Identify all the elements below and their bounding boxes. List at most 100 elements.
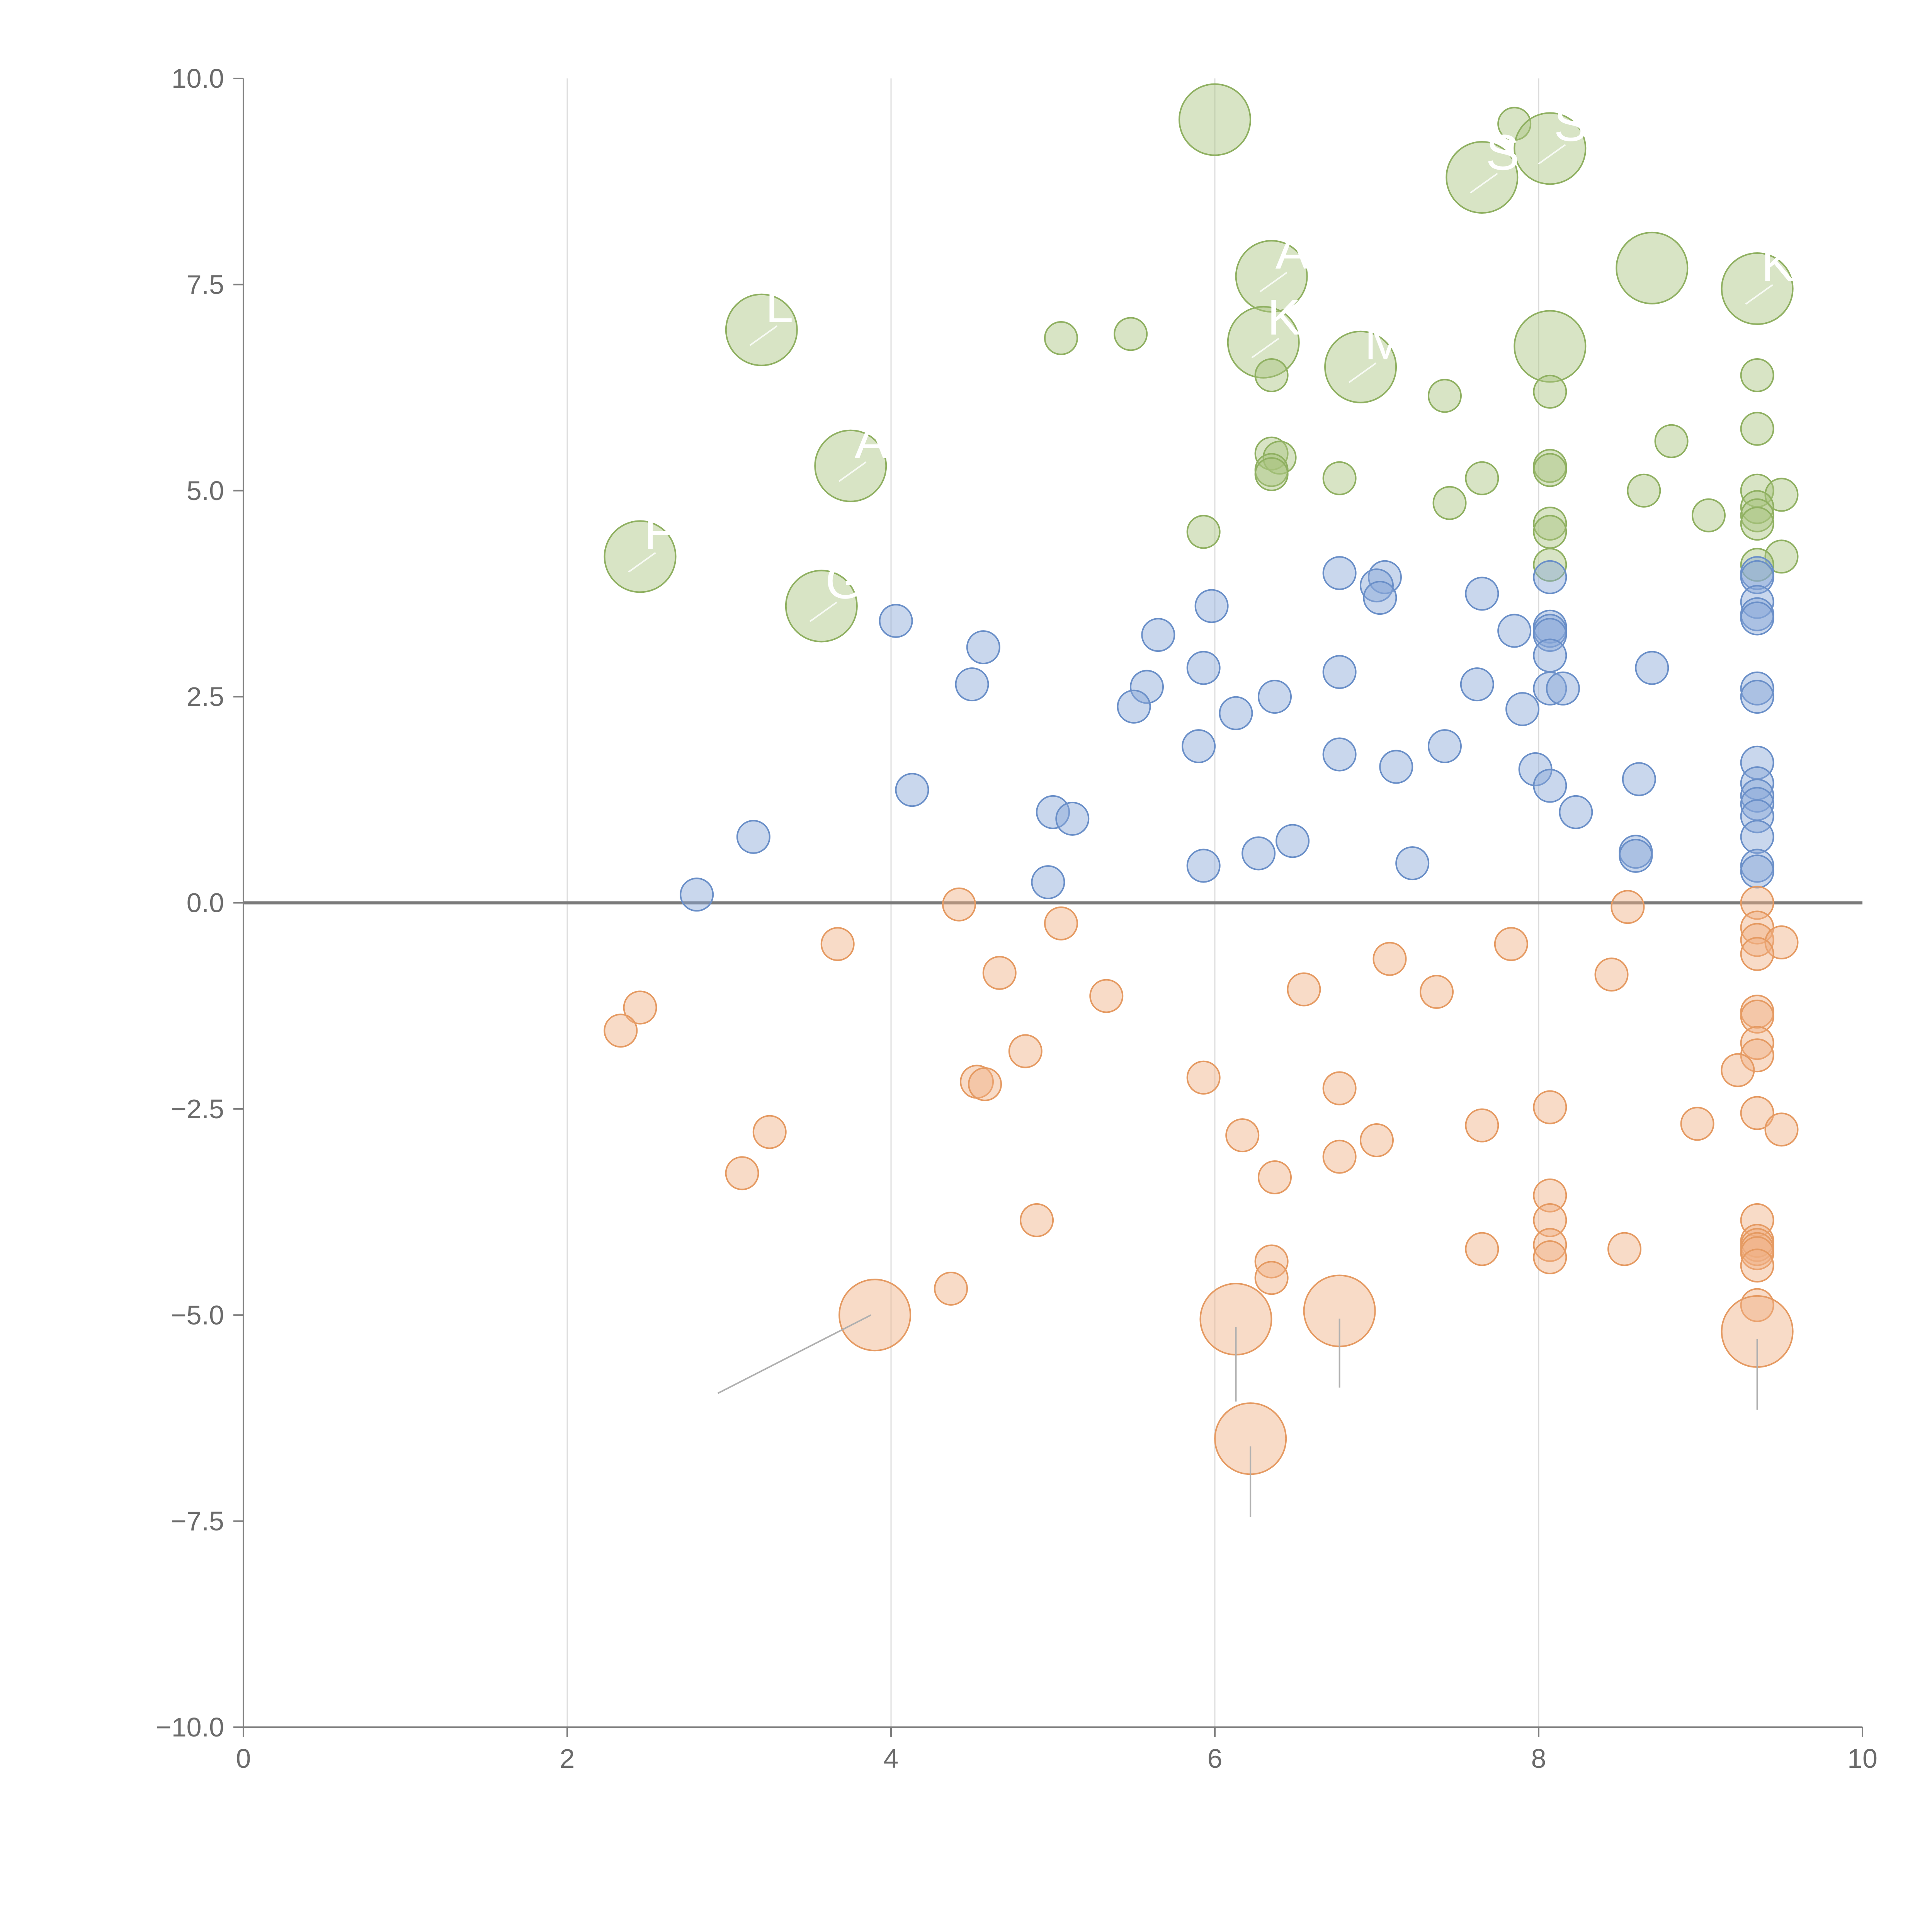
x-tick-label: 10 — [1847, 1743, 1878, 1774]
data-point — [1225, 1118, 1260, 1153]
data-point — [966, 630, 1000, 665]
data-point — [1287, 972, 1321, 1007]
data-point — [814, 429, 887, 502]
data-point — [1235, 240, 1308, 313]
data-point — [1322, 655, 1357, 689]
data-point — [1740, 412, 1774, 446]
y-tick-label: −10.0 — [156, 1712, 224, 1742]
data-point — [1740, 358, 1774, 393]
data-point — [604, 1014, 638, 1048]
data-point — [1036, 795, 1070, 829]
data-point — [838, 1279, 912, 1352]
data-point — [1322, 461, 1357, 495]
y-tick-label: −2.5 — [171, 1094, 224, 1124]
data-point — [1533, 1178, 1567, 1213]
data-point — [1740, 507, 1774, 541]
data-point — [1089, 979, 1124, 1013]
data-point — [1044, 321, 1078, 355]
label-leader-line — [809, 601, 837, 622]
data-points — [604, 83, 1799, 1475]
data-point — [968, 1067, 1002, 1101]
data-point — [1427, 379, 1462, 413]
data-point — [1740, 548, 1774, 582]
data-point — [725, 293, 798, 366]
x-tick-label: 6 — [1208, 1743, 1223, 1774]
data-point — [1691, 498, 1726, 532]
label-leader-line — [628, 552, 656, 573]
data-point — [1559, 795, 1593, 829]
data-point — [1465, 577, 1499, 611]
data-point — [1635, 651, 1669, 685]
data-point — [1740, 498, 1774, 532]
data-point — [1242, 836, 1276, 871]
data-point — [1465, 1232, 1499, 1266]
y-tick-label: 10.0 — [172, 63, 224, 94]
leader-line — [717, 1314, 872, 1394]
data-point — [820, 927, 855, 961]
data-point — [1194, 589, 1229, 623]
data-point — [1616, 231, 1689, 304]
data-point — [680, 878, 714, 912]
data-point — [1533, 671, 1567, 706]
data-point — [1740, 779, 1774, 813]
data-point — [1186, 515, 1221, 549]
data-point — [1258, 1160, 1292, 1194]
point-label: A — [854, 413, 888, 469]
data-point — [942, 887, 976, 922]
y-tick-label: 2.5 — [187, 682, 224, 712]
data-point — [1227, 306, 1300, 379]
data-point — [1432, 486, 1467, 520]
point-label: K — [1761, 235, 1795, 292]
data-point — [1514, 310, 1587, 383]
x-tick-label: 8 — [1531, 1743, 1546, 1774]
label-leader-line — [749, 325, 777, 346]
data-point — [1533, 1090, 1567, 1124]
data-point — [1622, 762, 1656, 796]
y-tick-label: 7.5 — [187, 269, 224, 299]
y-tick-label: −7.5 — [171, 1506, 224, 1536]
data-point — [1322, 1071, 1357, 1105]
data-point — [1533, 1203, 1567, 1237]
data-point — [1254, 1261, 1289, 1295]
data-point — [1031, 865, 1065, 900]
y-tick-label: 0.0 — [187, 888, 224, 918]
data-point — [1497, 614, 1532, 648]
data-point — [752, 1115, 787, 1149]
x-tick-label: 2 — [560, 1743, 575, 1774]
data-point — [1740, 560, 1774, 594]
data-point — [1141, 618, 1175, 652]
data-point — [725, 1156, 759, 1190]
data-point — [1497, 107, 1532, 141]
data-point — [1186, 1060, 1221, 1095]
data-point — [1740, 1038, 1774, 1073]
data-point — [1740, 923, 1774, 957]
data-point — [1533, 507, 1567, 541]
data-point — [1363, 581, 1397, 615]
data-point — [1044, 906, 1078, 940]
data-point — [1186, 651, 1221, 685]
point-label: F — [644, 503, 675, 560]
data-point — [1182, 729, 1216, 764]
data-point — [785, 570, 858, 643]
data-point — [1654, 424, 1689, 458]
data-point — [879, 604, 913, 638]
label-leader-line — [1259, 272, 1287, 293]
data-point — [1114, 317, 1148, 351]
label-leader-line — [1538, 144, 1566, 165]
point-label: ST — [1554, 95, 1618, 151]
point-label: M — [1364, 314, 1406, 370]
data-point — [1020, 1203, 1054, 1237]
data-point — [1219, 696, 1253, 730]
point-label: A — [1276, 223, 1309, 279]
data-point — [1533, 638, 1567, 673]
data-point — [1533, 769, 1567, 803]
data-point — [1372, 942, 1407, 976]
label-leader-line — [1348, 362, 1377, 383]
data-point — [623, 990, 657, 1025]
data-point — [1494, 927, 1528, 961]
data-point — [1627, 473, 1661, 508]
data-point — [1533, 1240, 1567, 1274]
data-point — [1276, 824, 1310, 858]
